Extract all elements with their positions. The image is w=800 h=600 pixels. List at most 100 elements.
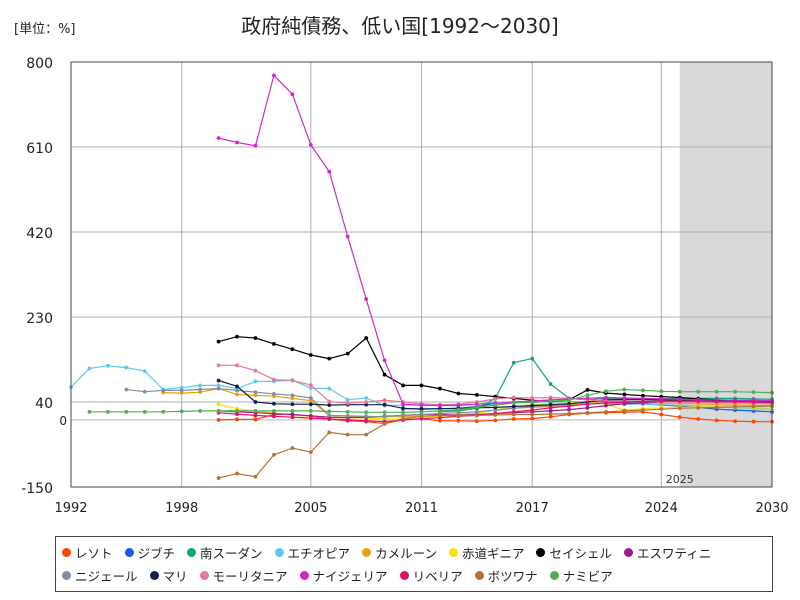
data-point — [696, 417, 701, 421]
data-point — [530, 408, 535, 412]
x-tick-label: 2011 — [405, 501, 438, 516]
data-point — [179, 391, 184, 395]
data-point — [696, 389, 701, 394]
data-point — [327, 430, 332, 435]
data-point — [364, 432, 369, 437]
data-point — [677, 415, 682, 420]
data-point — [456, 413, 461, 418]
data-point — [345, 351, 350, 356]
data-point — [290, 378, 295, 383]
data-point — [198, 383, 203, 388]
data-point — [604, 400, 608, 405]
data-point — [733, 405, 738, 409]
data-point — [216, 383, 221, 388]
data-point — [272, 392, 276, 396]
legend-label: ジブチ — [137, 546, 176, 561]
x-tick-label: 1998 — [165, 501, 198, 516]
data-point — [364, 396, 369, 400]
plot-border — [70, 61, 773, 488]
data-point — [216, 417, 221, 422]
data-point — [308, 416, 313, 421]
data-point — [124, 387, 129, 392]
legend-marker — [124, 548, 134, 557]
zero-label: 0 — [59, 414, 67, 428]
data-point — [401, 383, 405, 388]
y-tick-label: 40 — [35, 396, 53, 412]
legend-row: レソト ジブチ 南スーダン エチオピア カメルーン 赤道ギニア セイシェル エスワティニ — [62, 541, 766, 564]
data-point — [474, 419, 479, 424]
data-point — [419, 407, 424, 412]
data-point — [364, 410, 369, 415]
data-point — [235, 388, 239, 393]
data-point — [585, 393, 590, 398]
legend-label: リベリア — [412, 569, 463, 584]
data-point — [530, 400, 535, 404]
data-point — [290, 412, 295, 417]
data-point — [751, 400, 756, 404]
data-point — [604, 389, 608, 394]
data-point — [87, 409, 92, 414]
data-point — [272, 73, 276, 78]
data-point — [179, 385, 184, 390]
data-point — [235, 363, 239, 368]
data-point — [216, 339, 221, 344]
x-tick-label: 1992 — [54, 501, 87, 516]
data-point — [548, 414, 553, 419]
legend-item: レソト — [62, 543, 113, 562]
data-point — [290, 396, 295, 401]
x-tick-label: 2005 — [294, 501, 327, 516]
data-point — [290, 347, 295, 352]
data-point — [327, 417, 332, 421]
data-point — [585, 410, 590, 415]
data-point — [567, 398, 571, 403]
data-point — [714, 389, 719, 394]
data-point — [105, 363, 110, 368]
data-point — [308, 142, 313, 147]
data-point — [253, 390, 258, 395]
data-point — [124, 409, 129, 414]
data-point — [511, 360, 516, 365]
data-point — [216, 363, 221, 368]
data-point — [179, 409, 184, 414]
data-point — [327, 409, 332, 414]
data-point — [327, 413, 332, 418]
data-point — [604, 409, 608, 414]
data-point — [438, 386, 442, 391]
data-point — [345, 409, 350, 414]
legend-item: セイシェル — [536, 543, 612, 562]
data-point — [567, 404, 571, 408]
data-point — [548, 382, 553, 387]
data-point — [419, 409, 424, 414]
legend-label: ナイジェリア — [312, 569, 388, 584]
data-point — [198, 409, 203, 413]
data-point — [253, 336, 258, 340]
data-point — [474, 413, 479, 418]
data-point — [438, 409, 442, 413]
legend-label: レソト — [75, 546, 113, 561]
data-point — [751, 404, 756, 409]
series-ボツワナ — [216, 404, 774, 480]
data-point — [216, 409, 221, 413]
data-point — [382, 422, 387, 426]
legend-marker — [62, 571, 71, 580]
data-point — [345, 413, 350, 418]
data-point — [382, 358, 387, 363]
data-point — [308, 386, 313, 391]
data-point — [530, 416, 535, 421]
data-point — [124, 365, 129, 370]
data-point — [640, 399, 645, 404]
legend-marker — [299, 571, 309, 580]
data-point — [622, 396, 627, 400]
data-point — [290, 409, 295, 413]
data-point — [696, 405, 701, 410]
legend-label: エスワティニ — [636, 546, 712, 561]
legend-item: カメルーン — [362, 543, 437, 562]
data-point — [511, 409, 516, 414]
data-point — [198, 387, 203, 392]
data-point — [272, 377, 276, 382]
data-point — [438, 418, 442, 423]
data-point — [235, 471, 239, 476]
data-point — [235, 417, 239, 422]
legend-item: エチオピア — [274, 543, 350, 562]
data-point — [567, 411, 571, 416]
